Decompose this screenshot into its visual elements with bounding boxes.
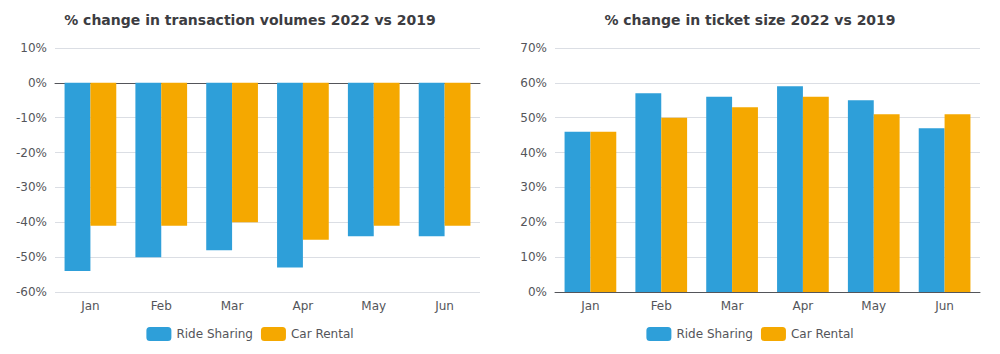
svg-text:-30%: -30% (16, 180, 47, 194)
svg-text:10%: 10% (520, 250, 547, 264)
svg-text:Car Rental: Car Rental (791, 327, 854, 341)
svg-text:Apr: Apr (793, 299, 814, 313)
svg-text:-60%: -60% (16, 285, 47, 299)
svg-text:30%: 30% (520, 180, 547, 194)
svg-text:Feb: Feb (651, 299, 672, 313)
svg-text:0%: 0% (528, 285, 547, 299)
svg-text:Mar: Mar (721, 299, 744, 313)
svg-text:Ride Sharing: Ride Sharing (176, 327, 253, 341)
svg-text:Jan: Jan (580, 299, 600, 313)
svg-text:% change in ticket size 2022 v: % change in ticket size 2022 vs 2019 (604, 12, 895, 28)
svg-text:May: May (861, 299, 886, 313)
svg-text:Car Rental: Car Rental (291, 327, 354, 341)
svg-text:Jan: Jan (80, 299, 100, 313)
svg-text:Jun: Jun (434, 299, 454, 313)
svg-text:Ride Sharing: Ride Sharing (676, 327, 753, 341)
svg-text:May: May (361, 299, 386, 313)
svg-text:-40%: -40% (16, 215, 47, 229)
svg-text:% change in transaction volume: % change in transaction volumes 2022 vs … (64, 12, 436, 28)
svg-text:40%: 40% (520, 146, 547, 160)
svg-text:20%: 20% (520, 215, 547, 229)
svg-text:70%: 70% (520, 41, 547, 55)
svg-text:Mar: Mar (221, 299, 244, 313)
svg-text:Apr: Apr (293, 299, 314, 313)
svg-text:60%: 60% (520, 76, 547, 90)
svg-text:Jun: Jun (934, 299, 954, 313)
svg-text:10%: 10% (20, 41, 47, 55)
svg-text:0%: 0% (28, 76, 47, 90)
svg-text:Feb: Feb (151, 299, 172, 313)
svg-text:-50%: -50% (16, 250, 47, 264)
svg-text:50%: 50% (520, 111, 547, 125)
svg-text:-20%: -20% (16, 146, 47, 160)
svg-text:-10%: -10% (16, 111, 47, 125)
